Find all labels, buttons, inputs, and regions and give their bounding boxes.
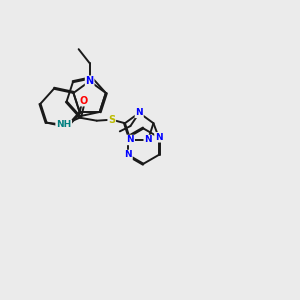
Text: N: N: [124, 150, 132, 159]
Text: N: N: [135, 108, 143, 117]
Text: N: N: [155, 133, 163, 142]
Text: O: O: [80, 96, 88, 106]
Text: N: N: [144, 136, 152, 145]
Text: S: S: [108, 115, 115, 125]
Text: N: N: [85, 76, 94, 86]
Text: N: N: [127, 136, 134, 145]
Text: NH: NH: [56, 120, 71, 129]
